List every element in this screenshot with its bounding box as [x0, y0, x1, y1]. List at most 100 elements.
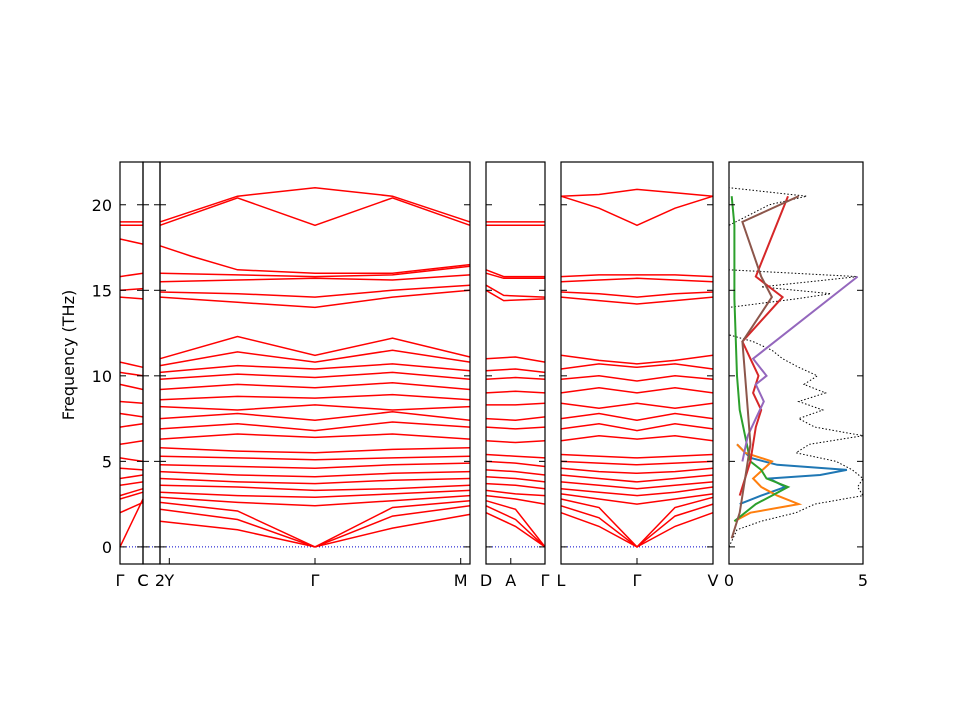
high-symmetry-label: M: [454, 571, 468, 590]
high-symmetry-label: Γ: [116, 571, 125, 590]
phonon-band: [560, 195, 714, 227]
phonon-band: [159, 433, 471, 440]
high-symmetry-label: Y: [163, 571, 174, 590]
dos-curve: [733, 443, 803, 523]
high-symmetry-label: D: [480, 571, 492, 590]
phonon-band: [119, 440, 144, 446]
high-symmetry-label: Γ: [311, 571, 320, 590]
phonon-band: [159, 499, 471, 548]
phonon-band: [485, 356, 546, 363]
phonon-band: [159, 411, 471, 422]
phonon-band: [159, 421, 471, 432]
phonon-band: [485, 494, 546, 505]
high-symmetry-label: L: [557, 571, 566, 590]
phonon-band: [159, 393, 471, 401]
phonon-band: [485, 460, 546, 468]
high-symmetry-label: C: [137, 571, 148, 590]
phonon-band: [159, 484, 471, 492]
phonon-band: [560, 291, 714, 298]
phonon-band: [159, 477, 471, 485]
y-tick-label: 20: [92, 196, 112, 215]
dos-x-tick-label: 5: [858, 571, 868, 590]
band-panel-frame: [485, 161, 546, 565]
phonon-band: [159, 363, 471, 374]
phonon-band: [485, 505, 546, 548]
y-axis-title: Frequency (THz): [59, 290, 78, 420]
phonon-band: [119, 481, 144, 487]
phonon-band: [485, 482, 546, 490]
phonon-band: [486, 402, 546, 406]
phonon-band: [485, 416, 546, 422]
high-symmetry-label: A: [505, 571, 516, 590]
phonon-band: [119, 361, 144, 369]
phonon-band: [119, 383, 144, 391]
phonon-band: [119, 371, 144, 377]
phonon-band: [485, 426, 546, 430]
phonon-band: [485, 272, 545, 280]
phonon-band: [560, 412, 714, 422]
phonon-band: [485, 368, 546, 374]
phonon-band: [159, 489, 471, 499]
phonon-band: [119, 238, 144, 245]
phonon-band: [560, 493, 714, 505]
phonon-band: [159, 455, 471, 461]
phonon-band: [485, 489, 546, 497]
phonon-band: [119, 498, 144, 548]
phonon-band: [560, 486, 714, 497]
y-tick-label: 5: [102, 452, 112, 471]
y-tick-label: 10: [92, 367, 112, 386]
high-symmetry-label: V: [708, 571, 719, 590]
phonon-band: [560, 496, 714, 548]
phonon-band: [159, 284, 471, 298]
dos-curve: [730, 196, 791, 522]
phonon-band: [560, 422, 714, 432]
phonon-band: [159, 470, 471, 478]
dos-curve: [736, 443, 848, 506]
phonon-band: [159, 245, 471, 274]
dos-curve: [728, 187, 864, 548]
phonon-band: [159, 335, 471, 360]
phonon-band: [159, 274, 471, 283]
high-symmetry-label: 2: [155, 571, 165, 590]
phonon-band: [560, 387, 714, 394]
phonon-band: [560, 363, 714, 370]
phonon-band: [485, 390, 546, 394]
phonon-band: [119, 296, 144, 300]
phonon-band: [159, 371, 471, 381]
phonon-band: [485, 376, 546, 381]
phonon-band: [485, 512, 546, 548]
phonon-band: [485, 289, 546, 302]
phonon-band: [159, 349, 471, 367]
phonon-band: [485, 469, 546, 476]
phonon-band: [560, 460, 714, 466]
phonon-band: [560, 467, 714, 475]
phonon-band: [119, 422, 144, 428]
phonon-band: [159, 494, 471, 507]
phonon-band: [159, 381, 471, 391]
dos-curve: [730, 195, 800, 539]
phonon-band: [560, 277, 714, 283]
phonon-band: [159, 446, 471, 454]
phonon-band: [560, 453, 714, 459]
phonon-band: [119, 400, 144, 404]
phonon-band: [119, 272, 144, 278]
phonon-band: [560, 188, 714, 197]
phonon-band: [485, 453, 546, 459]
phonon-band: [485, 284, 546, 298]
phonon-band: [159, 197, 471, 227]
phonon-band: [119, 487, 144, 497]
high-symmetry-label: Γ: [633, 571, 642, 590]
phonon-band: [560, 296, 714, 305]
phonon-band: [119, 467, 144, 471]
dos-curve: [738, 195, 789, 496]
y-tick-label: 0: [102, 538, 112, 557]
dos-panel-frame: [728, 161, 864, 565]
y-tick-label: 15: [92, 281, 112, 300]
phonon-band: [119, 412, 144, 418]
phonon-band: [119, 457, 144, 463]
phonon-band: [560, 481, 714, 490]
phonon-band: [119, 491, 144, 500]
